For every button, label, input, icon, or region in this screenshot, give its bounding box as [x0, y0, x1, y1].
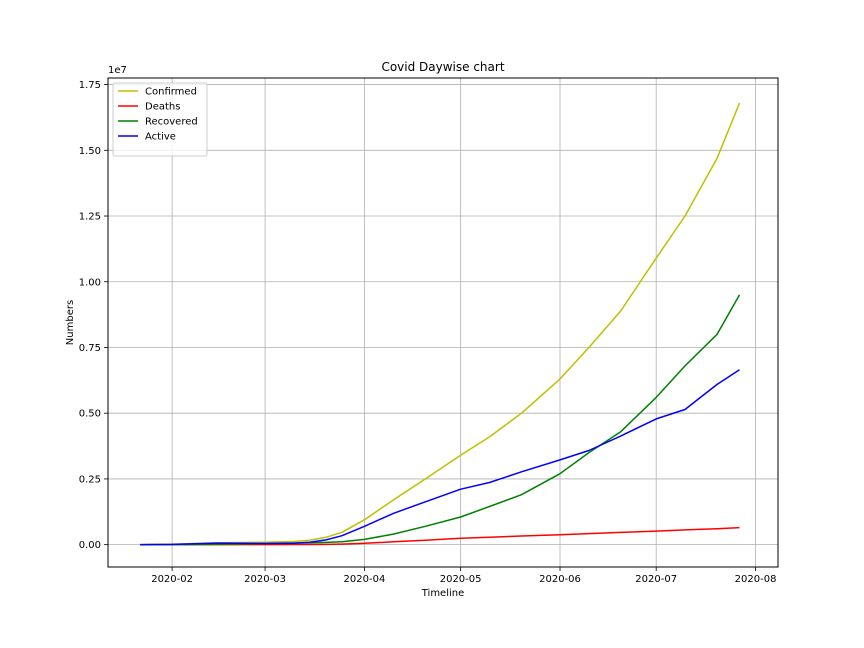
series-lines — [140, 102, 741, 546]
legend-entry-recovered: Recovered — [145, 117, 198, 128]
x-tick-label: 2020-02 — [151, 574, 193, 585]
x-axis-label: Timeline — [421, 588, 465, 599]
y-tick-label: 1.00 — [79, 277, 101, 288]
y-tick-label: 0.75 — [79, 343, 101, 354]
y-tick-label: 1.75 — [79, 80, 101, 91]
x-tick-label: 2020-03 — [244, 574, 286, 585]
y-tick-label: 0.50 — [79, 409, 101, 420]
x-tick-label: 2020-04 — [344, 574, 386, 585]
y-axis: 0.00 0.25 0.50 0.75 1.00 1.25 1.50 1.75 — [79, 80, 108, 551]
x-tick-label: 2020-05 — [440, 574, 482, 585]
y-tick-label: 1.50 — [79, 146, 101, 157]
y-tick-label: 0.25 — [79, 474, 101, 485]
chart-title: Covid Daywise chart — [381, 60, 504, 74]
y-axis-label: Numbers — [65, 300, 76, 345]
legend-entry-confirmed: Confirmed — [145, 87, 197, 98]
legend-box — [112, 82, 208, 157]
series-line-active — [140, 369, 740, 546]
x-tick-label: 2020-07 — [635, 574, 677, 585]
legend-entry-active: Active — [145, 132, 176, 143]
legend-entry-deaths: Deaths — [145, 102, 180, 113]
x-axis: 2020-02 2020-03 2020-04 2020-05 2020-06 2020-… — [151, 567, 776, 585]
y-offset-text: 1e7 — [108, 65, 127, 76]
y-tick-label: 0.00 — [79, 540, 101, 551]
x-tick-label: 2020-08 — [735, 574, 777, 585]
series-line-deaths — [140, 526, 740, 546]
plot-frame — [107, 77, 779, 568]
series-line-confirmed — [140, 102, 741, 546]
y-tick-label: 1.25 — [79, 212, 101, 223]
legend: Confirmed Deaths Recovered Active — [112, 82, 208, 157]
x-tick-label: 2020-06 — [539, 574, 581, 585]
